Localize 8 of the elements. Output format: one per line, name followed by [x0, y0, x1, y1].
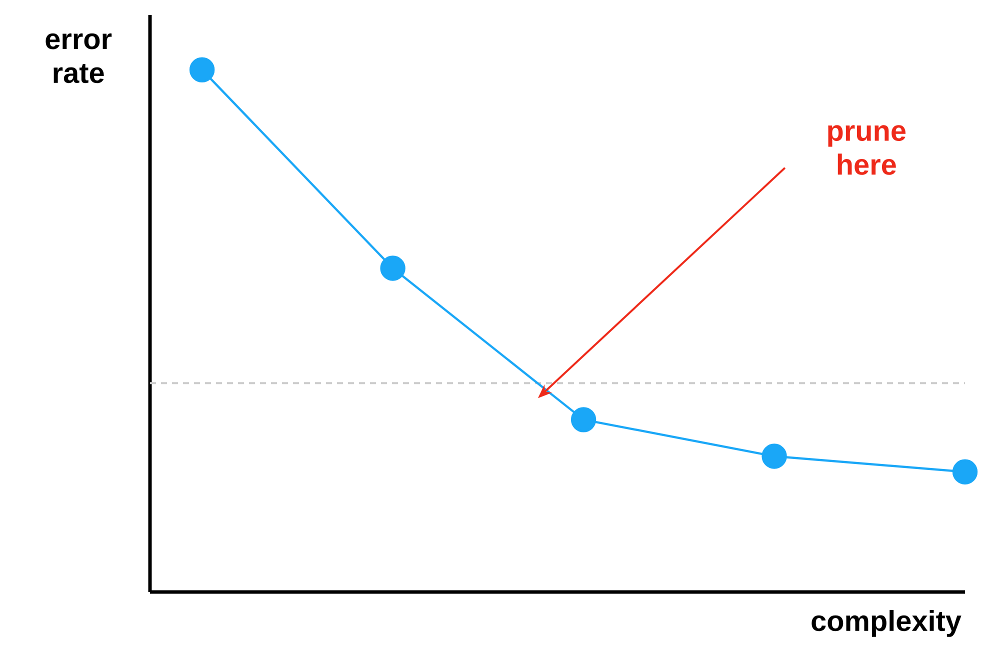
point: [762, 444, 787, 469]
x-axis-title: complexity: [812, 610, 962, 637]
point: [189, 57, 215, 82]
point: [380, 256, 406, 281]
point: [570, 407, 596, 432]
annotation: prune here: [828, 125, 906, 175]
point: [952, 459, 978, 484]
y-axis-title: error rate: [46, 33, 112, 84]
